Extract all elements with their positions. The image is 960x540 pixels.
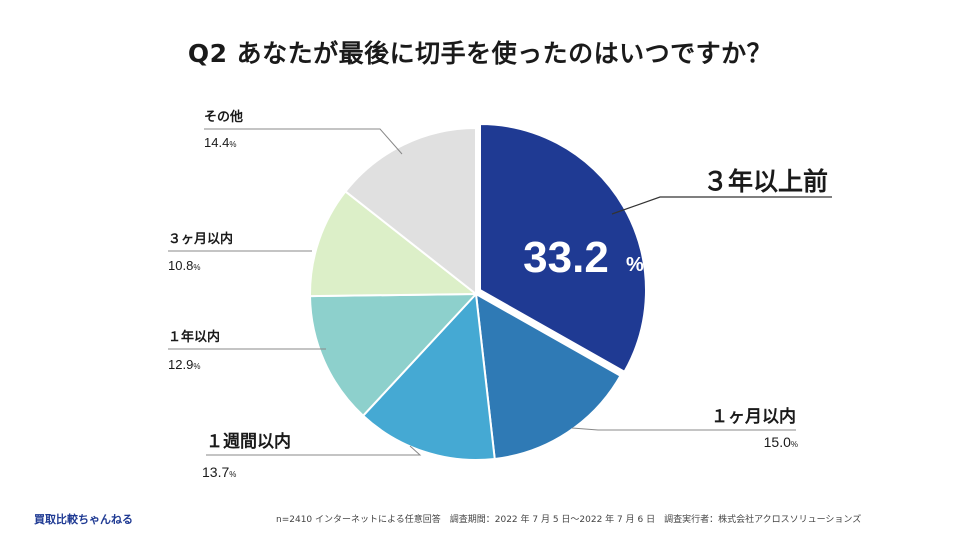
leader-line: [206, 445, 422, 456]
pie-slice: [344, 126, 477, 297]
leader-line: [204, 128, 403, 155]
slice-label: １週間以内: [206, 431, 291, 452]
value-unit: %: [193, 263, 200, 272]
value-unit: %: [193, 362, 200, 371]
data-label-value: 14.4%: [204, 135, 236, 150]
pie-slice: [309, 190, 479, 298]
value-number: 14.4: [204, 135, 229, 150]
data-label-value: 33.2: [523, 233, 609, 282]
value-number: 12.9: [168, 357, 193, 372]
leader-line: [571, 427, 796, 431]
data-label-value: 13.7%: [202, 464, 236, 480]
data-label-value: 15.0%: [764, 434, 798, 450]
brand-name: 買取比較ちゃんねる: [34, 513, 133, 526]
slice-label: １年以内: [168, 329, 220, 345]
survey-footnote: n=2410 インターネットによる任意回答 調査期間：2022 年 7 月 5 …: [276, 515, 862, 525]
value-number: 10.8: [168, 258, 193, 273]
data-label-value: 12.9%: [168, 357, 200, 372]
value-unit: %: [229, 470, 236, 479]
data-label-value: 10.8%: [168, 258, 200, 273]
slice-label: ３年以上前: [703, 167, 828, 196]
data-label-unit: %: [626, 254, 644, 276]
slice-label: ３ヶ月以内: [168, 231, 233, 247]
pie-slice: [309, 292, 479, 418]
value-number: 13.7: [202, 464, 229, 480]
pie-slice: [474, 292, 622, 461]
pie-slice: [479, 122, 647, 374]
leader-line: [611, 196, 832, 215]
slice-label: その他: [204, 109, 243, 125]
pie-slice: [361, 291, 496, 461]
chart-title: Q2 あなたが最後に切手を使ったのはいつですか？: [187, 39, 773, 68]
value-unit: %: [229, 140, 236, 149]
value-unit: %: [791, 440, 798, 449]
slice-label: １ヶ月以内: [711, 406, 796, 427]
value-number: 15.0: [764, 434, 791, 450]
